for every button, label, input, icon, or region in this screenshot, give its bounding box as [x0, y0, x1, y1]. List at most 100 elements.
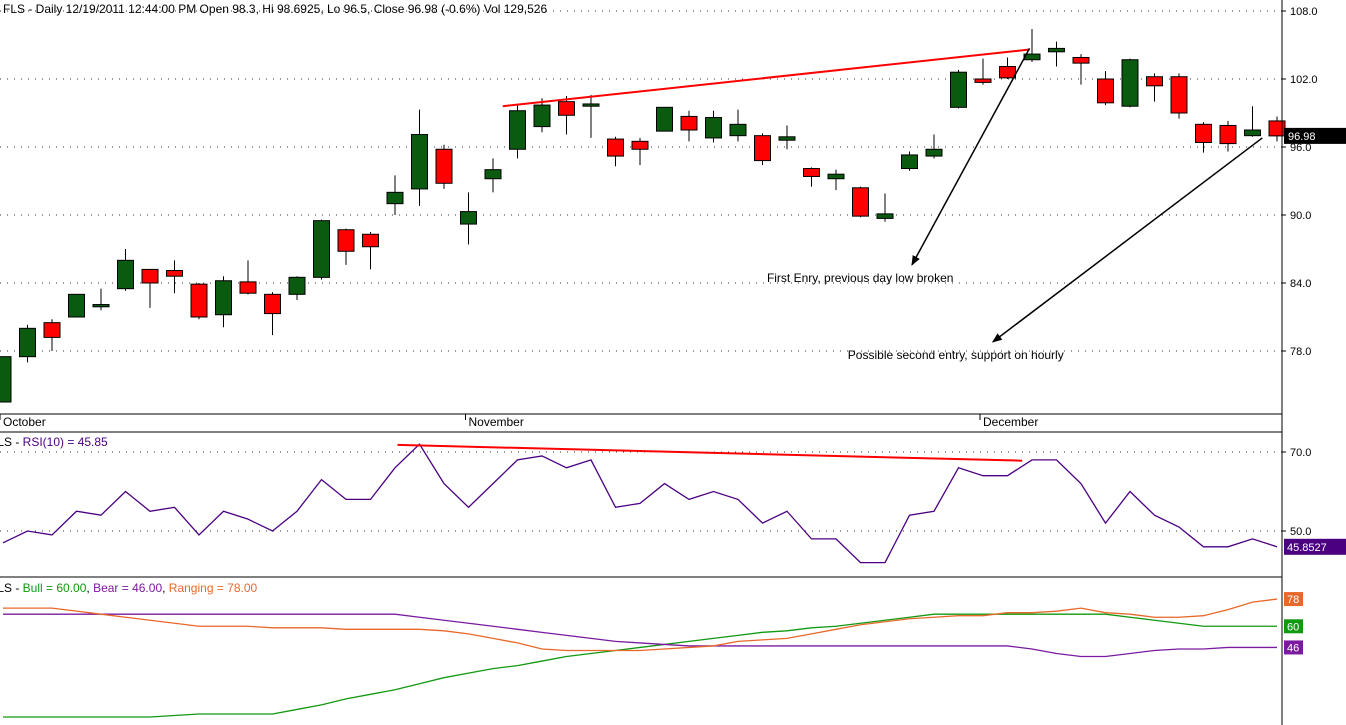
- bull-last-value-label: 60: [1287, 621, 1299, 633]
- candle: [1195, 122, 1212, 153]
- candle-body-up: [0, 356, 12, 403]
- candle-body-down: [631, 140, 649, 150]
- candle: [656, 106, 673, 132]
- ranging-line: [3, 598, 1278, 652]
- candle: [778, 125, 796, 150]
- candle-body-down: [803, 168, 820, 177]
- candle-body-down: [1072, 56, 1090, 64]
- candle: [827, 169, 845, 191]
- month-label: November: [469, 415, 524, 429]
- candle: [435, 144, 453, 189]
- rsi-title: FLS - RSI(10) = 45.85: [0, 435, 108, 449]
- bull-bear-ranging-panel: FLS - Bull = 60.00, Bear = 46.00, Rangin…: [0, 581, 1303, 718]
- chart-title: FLS - Daily 12/19/2011 12:44:00 PM Open …: [3, 2, 547, 16]
- candle: [19, 324, 36, 363]
- candle-body-up: [484, 169, 502, 180]
- bear-last-value-box: [1284, 640, 1303, 655]
- bbr-title: FLS - Bull = 60.00, Bear = 46.00, Rangin…: [0, 581, 258, 595]
- bull-line: [3, 613, 1277, 718]
- candle: [1023, 29, 1041, 62]
- annotation-text: First Enry, previous day low broken: [767, 271, 954, 285]
- rsi-panel: 70.0 50.0 FLS - RSI(10) = 45.85 45.8527: [0, 435, 1346, 564]
- candle: [754, 133, 771, 166]
- candle-body-up: [901, 154, 918, 170]
- bear-line: [3, 613, 1277, 658]
- price-axis-tick-label: 78.0: [1290, 346, 1311, 358]
- bear-title: Bear = 46.00: [93, 581, 162, 595]
- candle: [1121, 58, 1139, 108]
- candle: [925, 134, 943, 159]
- candle-body-down: [852, 187, 869, 217]
- candle-body-down: [754, 135, 771, 162]
- rsi-last-value-label: 45.8527: [1287, 542, 1327, 554]
- candle-body-up: [117, 259, 134, 290]
- candle-body-up: [778, 136, 796, 141]
- candle: [950, 69, 967, 109]
- month-label: October: [3, 415, 46, 429]
- candle: [509, 103, 526, 159]
- rsi-divergence-line: [397, 443, 1023, 462]
- candle: [1097, 71, 1114, 106]
- candle-body-up: [68, 293, 85, 318]
- candle-body-down: [1097, 78, 1114, 104]
- annotation-arrow: [911, 48, 1031, 266]
- candle: [901, 151, 918, 171]
- candle: [1146, 73, 1163, 102]
- candle-body-down: [1219, 124, 1237, 145]
- candle-body-down: [999, 66, 1016, 79]
- price-axis-tick-label: 90.0: [1290, 210, 1311, 222]
- rsi-axis-tick-label: 50.0: [1290, 526, 1311, 538]
- candle-body-up: [1023, 53, 1041, 61]
- rsi-axis: 70.0 50.0: [1282, 447, 1311, 538]
- candle-body-down: [558, 101, 575, 116]
- candle-body-up: [729, 123, 747, 137]
- bull-title: Bull = 60.00: [23, 581, 87, 595]
- candle: [288, 276, 306, 300]
- candle-body-up: [92, 304, 110, 308]
- candle-body-up: [386, 191, 404, 205]
- candle-body-up: [925, 148, 943, 157]
- annotation-text: Possible second entry, support on hourly: [848, 348, 1064, 362]
- rsi-title-prefix: FLS -: [0, 435, 23, 449]
- candle: [999, 57, 1016, 79]
- candle-body-down: [166, 270, 183, 277]
- candle-body-up: [705, 117, 722, 139]
- candle: [239, 260, 257, 295]
- price-axis-tick-label: 96.0: [1290, 142, 1311, 154]
- candle-body-up: [582, 103, 600, 107]
- candle: [607, 136, 624, 167]
- annotations: First Enry, previous day low broken Possi…: [767, 48, 1263, 362]
- candle: [1170, 73, 1188, 119]
- candle-body-up: [1121, 59, 1139, 107]
- annotation-arrow: [992, 137, 1263, 343]
- candle-body-down: [607, 138, 624, 157]
- price-last-value-label: 96.98: [1288, 131, 1316, 143]
- candle: [1219, 120, 1237, 152]
- candlesticks: [0, 29, 1286, 403]
- candle: [1072, 54, 1090, 85]
- candle: [460, 192, 477, 245]
- bull-last-value-box: [1284, 619, 1303, 634]
- candle-body-down: [239, 281, 257, 294]
- candle-body-up: [411, 134, 428, 190]
- candle: [680, 110, 698, 142]
- ranging-last-value-label: 78: [1287, 594, 1299, 606]
- candle-body-up: [215, 280, 232, 316]
- rsi-line: [2, 443, 1278, 564]
- candle: [803, 167, 820, 187]
- bull-bear-ranging-lines: [3, 598, 1278, 718]
- resistance-trendline: [502, 48, 1030, 108]
- candle: [631, 137, 649, 166]
- candle-body-down: [190, 283, 208, 318]
- candle-body-up: [460, 211, 477, 225]
- candle: [1048, 41, 1065, 67]
- candle-body-down: [141, 268, 159, 284]
- price-last-value-box: [1284, 127, 1346, 144]
- bbr-last-values: 60 46 78: [1284, 592, 1303, 655]
- month-axis: October November December: [0, 414, 1038, 429]
- candle-body-up: [1048, 47, 1065, 53]
- candle: [264, 292, 281, 336]
- rsi-axis-tick-label: 70.0: [1290, 447, 1311, 459]
- price-last-value: 96.98: [1284, 127, 1346, 144]
- candle-body-down: [1268, 120, 1286, 137]
